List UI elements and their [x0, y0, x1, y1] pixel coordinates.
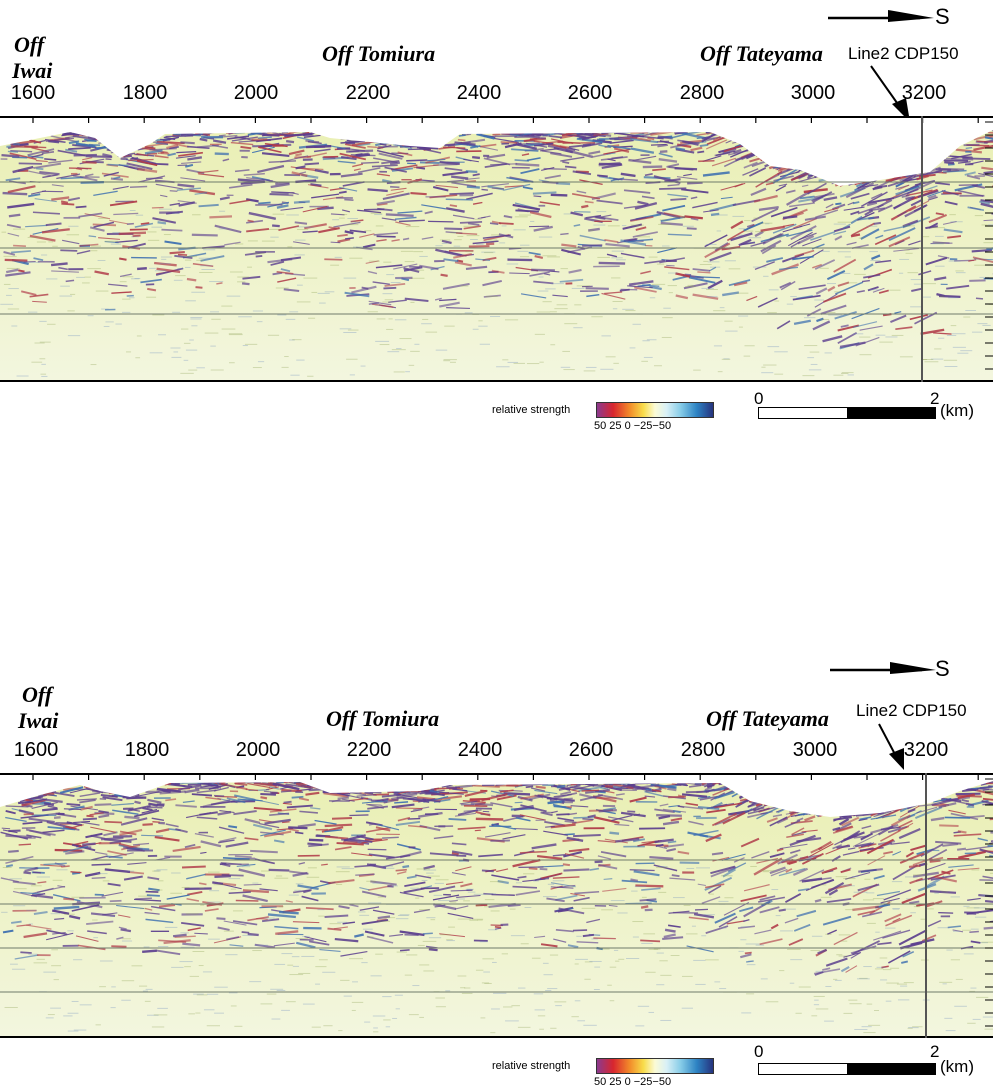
legend-title: relative strength [492, 1060, 571, 1072]
scale-start: 0 [754, 1042, 764, 1061]
label-off-tomiura: Off Tomiura [326, 706, 440, 731]
cdp-tick-label: 3200 [901, 82, 947, 104]
cdp-tick-label: 2000 [235, 739, 281, 761]
legend-ticks: 50 25 0 −25−50 [594, 1076, 672, 1088]
legend-ticks: 50 25 0 −25−50 [594, 420, 672, 432]
legend-title: relative strength [492, 404, 571, 416]
cdp-tick-label: 1600 [10, 82, 56, 104]
label-off-tomiura: Off Tomiura [322, 41, 436, 66]
line-marker-arrow-icon [878, 723, 904, 770]
scale-start: 0 [754, 389, 764, 408]
scale-white-segment [758, 1063, 848, 1075]
cdp-tick-label: 3200 [903, 739, 949, 761]
cdp-tick-label: 2400 [457, 739, 503, 761]
cdp-tick-label: 2200 [346, 739, 392, 761]
cdp-tick-label: 1600 [13, 739, 59, 761]
scale-black-segment [847, 407, 936, 419]
scale-unit: (km) [940, 401, 974, 420]
cdp-tick-label: 1800 [122, 82, 168, 104]
south-arrow-icon [828, 10, 934, 22]
cdp-tick-label: 2200 [345, 82, 391, 104]
cdp-tick-label: 2400 [456, 82, 502, 104]
cdp-tick-label: 1800 [124, 739, 170, 761]
label-off-iwai-line2: Iwai [12, 58, 53, 83]
scale-white-segment [758, 407, 848, 419]
label-off-iwai-line2: Iwai [18, 708, 59, 733]
label-off-tateyama: Off Tateyama [706, 706, 829, 731]
cdp-tick-label: 2000 [233, 82, 279, 104]
seismic-panel-upper: S Off Iwai Off Tomiura Off Tateyama Line… [0, 0, 993, 450]
label-off-iwai-line1: Off [14, 32, 45, 57]
scale-black-segment [847, 1063, 936, 1075]
legend-color-bar [596, 402, 714, 418]
cdp-tick-label: 2600 [568, 739, 614, 761]
cdp-tick-label: 2800 [679, 82, 725, 104]
direction-label: S [935, 4, 950, 29]
legend-color-bar [596, 1058, 714, 1074]
seismic-panel-lower: S Off Iwai Off Tomiura Off Tateyama Line… [0, 650, 993, 1090]
label-off-tateyama: Off Tateyama [700, 41, 823, 66]
scale-end: 2 [930, 389, 940, 408]
label-off-iwai-line1: Off [22, 682, 53, 707]
south-arrow-icon [830, 662, 936, 674]
line2-cdp-marker-label: Line2 CDP150 [856, 701, 967, 720]
cdp-tick-label: 3000 [790, 82, 836, 104]
cdp-tick-label: 2800 [680, 739, 726, 761]
scale-end: 2 [930, 1042, 940, 1061]
line2-cdp-marker-label: Line2 CDP150 [848, 44, 959, 63]
seismic-section-image [0, 116, 993, 382]
cdp-tick-label: 3000 [792, 739, 838, 761]
scale-unit: (km) [940, 1057, 974, 1076]
seismic-section-image [0, 773, 993, 1038]
cdp-tick-label: 2600 [567, 82, 613, 104]
direction-label: S [935, 656, 950, 681]
